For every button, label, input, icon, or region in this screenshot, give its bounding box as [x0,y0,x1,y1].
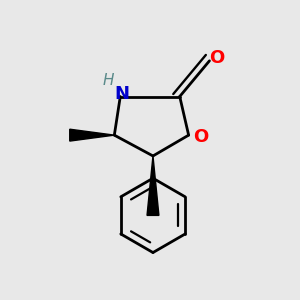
Text: O: O [194,128,209,146]
Polygon shape [147,156,159,215]
Polygon shape [70,129,114,141]
Text: H: H [103,73,114,88]
Text: N: N [114,85,129,103]
Text: O: O [209,49,224,67]
